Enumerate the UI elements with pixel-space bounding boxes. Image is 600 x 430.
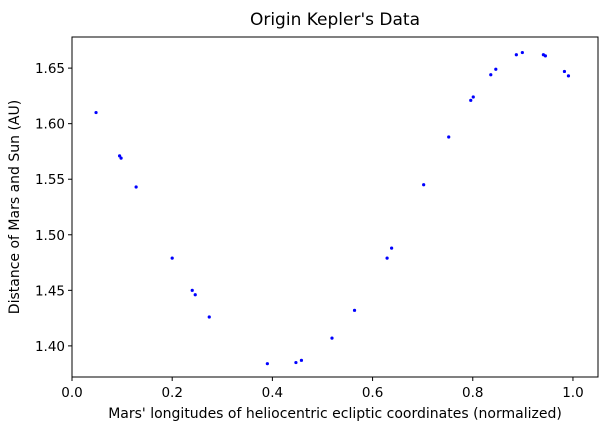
data-point xyxy=(447,135,451,139)
data-point xyxy=(294,360,298,365)
data-point xyxy=(520,50,524,55)
data-point xyxy=(119,156,123,160)
data-point xyxy=(170,256,174,260)
data-point xyxy=(543,54,548,58)
x-tick-label: 0.2 xyxy=(161,385,182,401)
data-point xyxy=(494,67,498,71)
data-point xyxy=(471,95,475,99)
data-point xyxy=(385,256,389,260)
data-point xyxy=(207,315,211,319)
data-point xyxy=(94,110,98,115)
x-tick-label: 1.0 xyxy=(562,385,583,401)
x-tick-label: 0.8 xyxy=(462,385,483,401)
data-point xyxy=(134,185,138,189)
chart-title: Origin Kepler's Data xyxy=(250,10,420,30)
data-point xyxy=(489,73,493,77)
y-tick-label: 1.45 xyxy=(35,283,65,299)
data-point xyxy=(190,288,194,292)
data-point xyxy=(352,308,357,312)
y-tick-label: 1.60 xyxy=(35,117,65,133)
x-tick-label: 0.6 xyxy=(362,385,383,401)
data-points xyxy=(94,50,571,366)
data-point xyxy=(299,358,304,362)
y-tick-label: 1.40 xyxy=(35,339,65,355)
x-axis-label: Mars' longitudes of heliocentric eclipti… xyxy=(108,406,562,422)
plot-frame xyxy=(71,36,599,378)
data-point xyxy=(422,183,426,187)
y-tick-label: 1.65 xyxy=(35,61,65,77)
data-point xyxy=(566,74,571,78)
x-tick-label: 0.4 xyxy=(262,385,283,401)
data-point xyxy=(265,362,269,366)
data-point xyxy=(562,69,567,74)
data-point xyxy=(514,53,518,57)
y-axis-label: Distance of Mars and Sun (AU) xyxy=(7,100,23,314)
data-point xyxy=(193,293,197,297)
axis-ticks: 0.0 0.2 0.4 0.6 0.8 1.0 1.40 1.45 1.50 1.55 1.60 1.… xyxy=(35,61,584,401)
data-point xyxy=(469,98,473,102)
y-tick-label: 1.50 xyxy=(35,228,65,244)
x-tick-label: 0.0 xyxy=(61,385,82,401)
data-point xyxy=(390,246,394,250)
data-point xyxy=(330,336,334,340)
y-tick-label: 1.55 xyxy=(35,172,65,188)
